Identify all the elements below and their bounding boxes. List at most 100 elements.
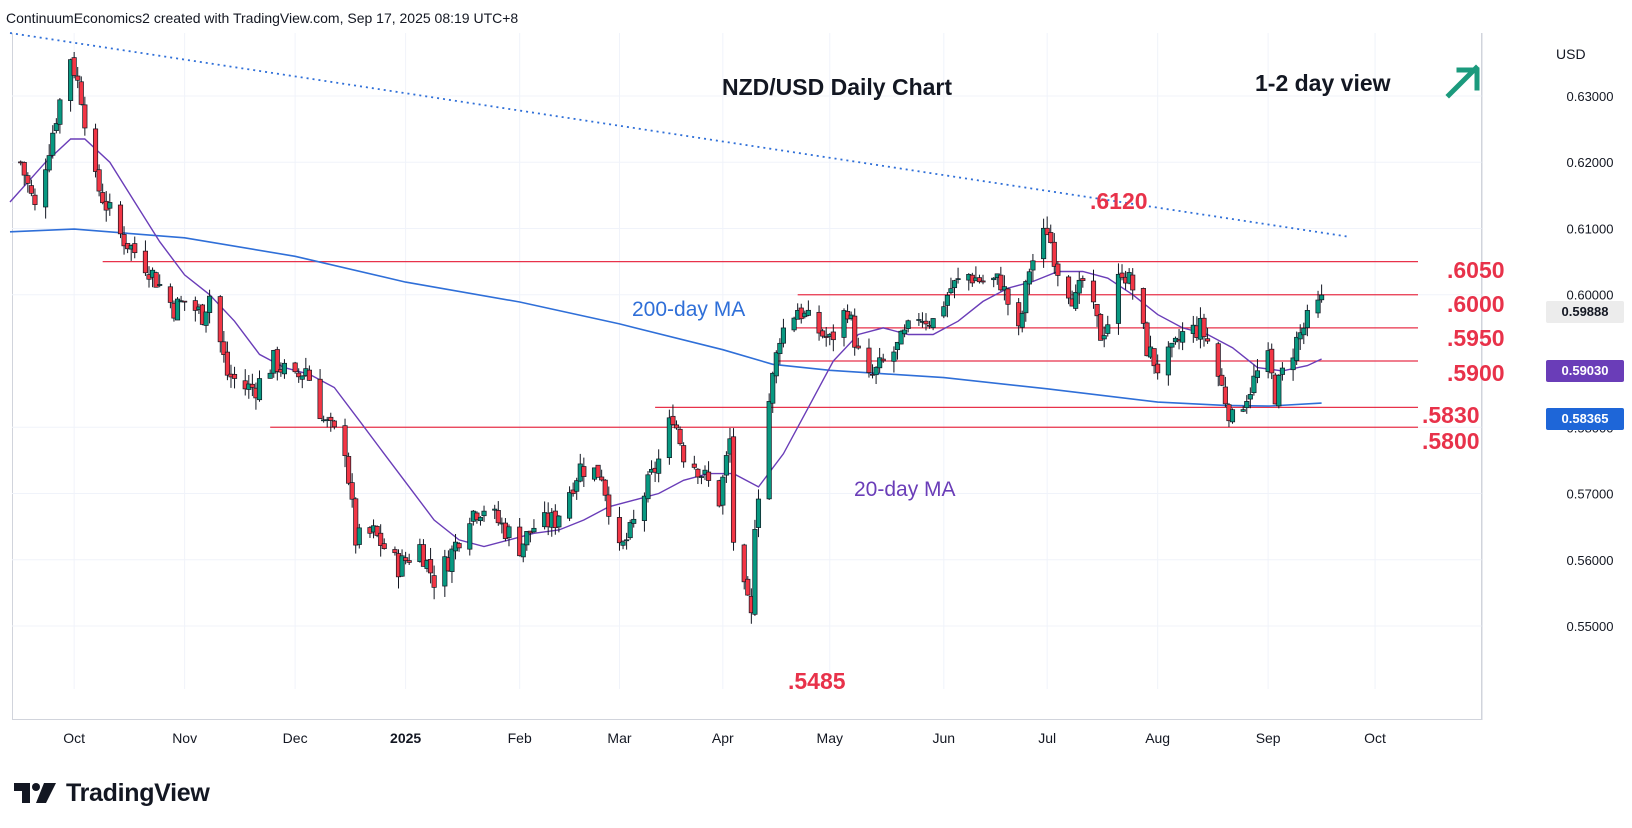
candle-body xyxy=(777,342,783,355)
ma20-price-tag: 0.59030 xyxy=(1546,360,1624,382)
candle-body xyxy=(698,476,704,478)
candle-body xyxy=(281,362,287,375)
candle-body xyxy=(1155,363,1161,374)
candle-body xyxy=(855,345,861,349)
candle-body xyxy=(944,294,950,306)
candle-body xyxy=(852,315,858,348)
candle-body xyxy=(467,523,473,550)
candle-body xyxy=(449,548,455,572)
candle-body xyxy=(830,331,836,341)
candle-body xyxy=(217,296,223,343)
x-tick-label: Aug xyxy=(1145,730,1170,746)
candle-body xyxy=(624,539,630,542)
candle-body xyxy=(1019,313,1025,328)
candle-body xyxy=(132,243,138,254)
annotation-low-5485: .5485 xyxy=(788,668,846,694)
candle-body xyxy=(574,480,580,492)
chart-header-caption: ContinuumEconomics2 created with Trading… xyxy=(6,10,518,26)
ma200-label: 200-day MA xyxy=(632,298,746,321)
candle-body xyxy=(1222,386,1228,405)
candle-body xyxy=(723,455,729,476)
y-tick-label: 0.55000 xyxy=(1567,619,1614,634)
candle-body xyxy=(1269,348,1275,374)
candle-body xyxy=(976,277,983,283)
candle-body xyxy=(673,424,680,429)
candle-body xyxy=(556,515,562,528)
candle-body xyxy=(602,479,608,496)
candle-body xyxy=(1297,332,1303,340)
candle-body xyxy=(695,468,701,478)
last-price-tag: 0.59888 xyxy=(1546,301,1624,323)
candle-body xyxy=(770,372,776,404)
candle-body xyxy=(1023,281,1029,314)
candle-body xyxy=(317,378,323,420)
candle-body xyxy=(1244,401,1250,409)
candle-body xyxy=(1090,280,1097,303)
candle-body xyxy=(816,311,822,334)
candle-body xyxy=(998,274,1004,291)
candle-body xyxy=(656,458,662,474)
candle-body xyxy=(442,556,448,587)
candle-body xyxy=(267,372,273,379)
candle-body xyxy=(670,415,676,425)
candle-body xyxy=(349,482,355,500)
candle-body xyxy=(28,185,34,194)
x-tick-label: May xyxy=(817,730,843,746)
currency-label[interactable]: USD xyxy=(1556,46,1586,62)
candle-body xyxy=(492,508,498,511)
candle-body xyxy=(378,532,384,546)
candle-body xyxy=(955,278,961,280)
candle-body xyxy=(1219,374,1225,386)
candle-body xyxy=(221,341,227,355)
candle-body xyxy=(1319,294,1325,301)
candle-body xyxy=(599,476,605,481)
candle-body xyxy=(681,445,687,463)
candle-body xyxy=(182,300,188,303)
candle-body xyxy=(1101,335,1107,340)
candle-body xyxy=(474,512,480,521)
candle-body xyxy=(980,280,986,283)
candle-body xyxy=(153,272,159,288)
y-tick-label: 0.60000 xyxy=(1567,288,1614,303)
candle-body xyxy=(766,401,772,500)
candle-body xyxy=(167,286,173,303)
candle-body xyxy=(823,336,829,338)
y-tick-label: 0.63000 xyxy=(1567,89,1614,104)
candle-body xyxy=(342,425,348,456)
chart-title: NZD/USD Daily Chart xyxy=(722,74,953,100)
tradingview-logo[interactable]: TradingView xyxy=(14,778,210,808)
x-tick-label: Nov xyxy=(172,730,197,746)
candle-body xyxy=(805,309,811,316)
x-tick-label: Oct xyxy=(1364,730,1386,746)
candle-body xyxy=(381,543,387,549)
candle-body xyxy=(306,369,312,381)
candle-body xyxy=(353,498,359,546)
header-caption-text: ContinuumEconomics2 created with Trading… xyxy=(6,10,519,26)
level-label-5900: .5900 xyxy=(1447,360,1505,386)
level-label-5950: .5950 xyxy=(1447,325,1505,351)
candle-body xyxy=(627,522,633,539)
y-tick-label: 0.57000 xyxy=(1567,487,1614,502)
candle-body xyxy=(1251,375,1257,394)
candle-body xyxy=(948,288,954,294)
candle-body xyxy=(1315,299,1321,314)
candle-body xyxy=(898,330,904,345)
candle-body xyxy=(207,295,213,313)
candle-body xyxy=(428,559,434,574)
candles-layer xyxy=(18,51,1325,624)
candle-body xyxy=(406,560,412,563)
moving-averages-layer xyxy=(9,138,1322,548)
y-tick-label: 0.56000 xyxy=(1567,553,1614,568)
candle-body xyxy=(192,300,198,311)
candle-body xyxy=(331,420,337,428)
candle-body xyxy=(174,298,181,321)
candle-body xyxy=(905,320,911,329)
candle-body xyxy=(1105,324,1111,334)
candle-body xyxy=(256,378,263,401)
candle-body xyxy=(107,202,113,209)
x-tick-label: Mar xyxy=(607,730,631,746)
candle-body xyxy=(1144,322,1150,357)
candle-body xyxy=(666,417,672,459)
x-tick-label: Jul xyxy=(1038,730,1056,746)
